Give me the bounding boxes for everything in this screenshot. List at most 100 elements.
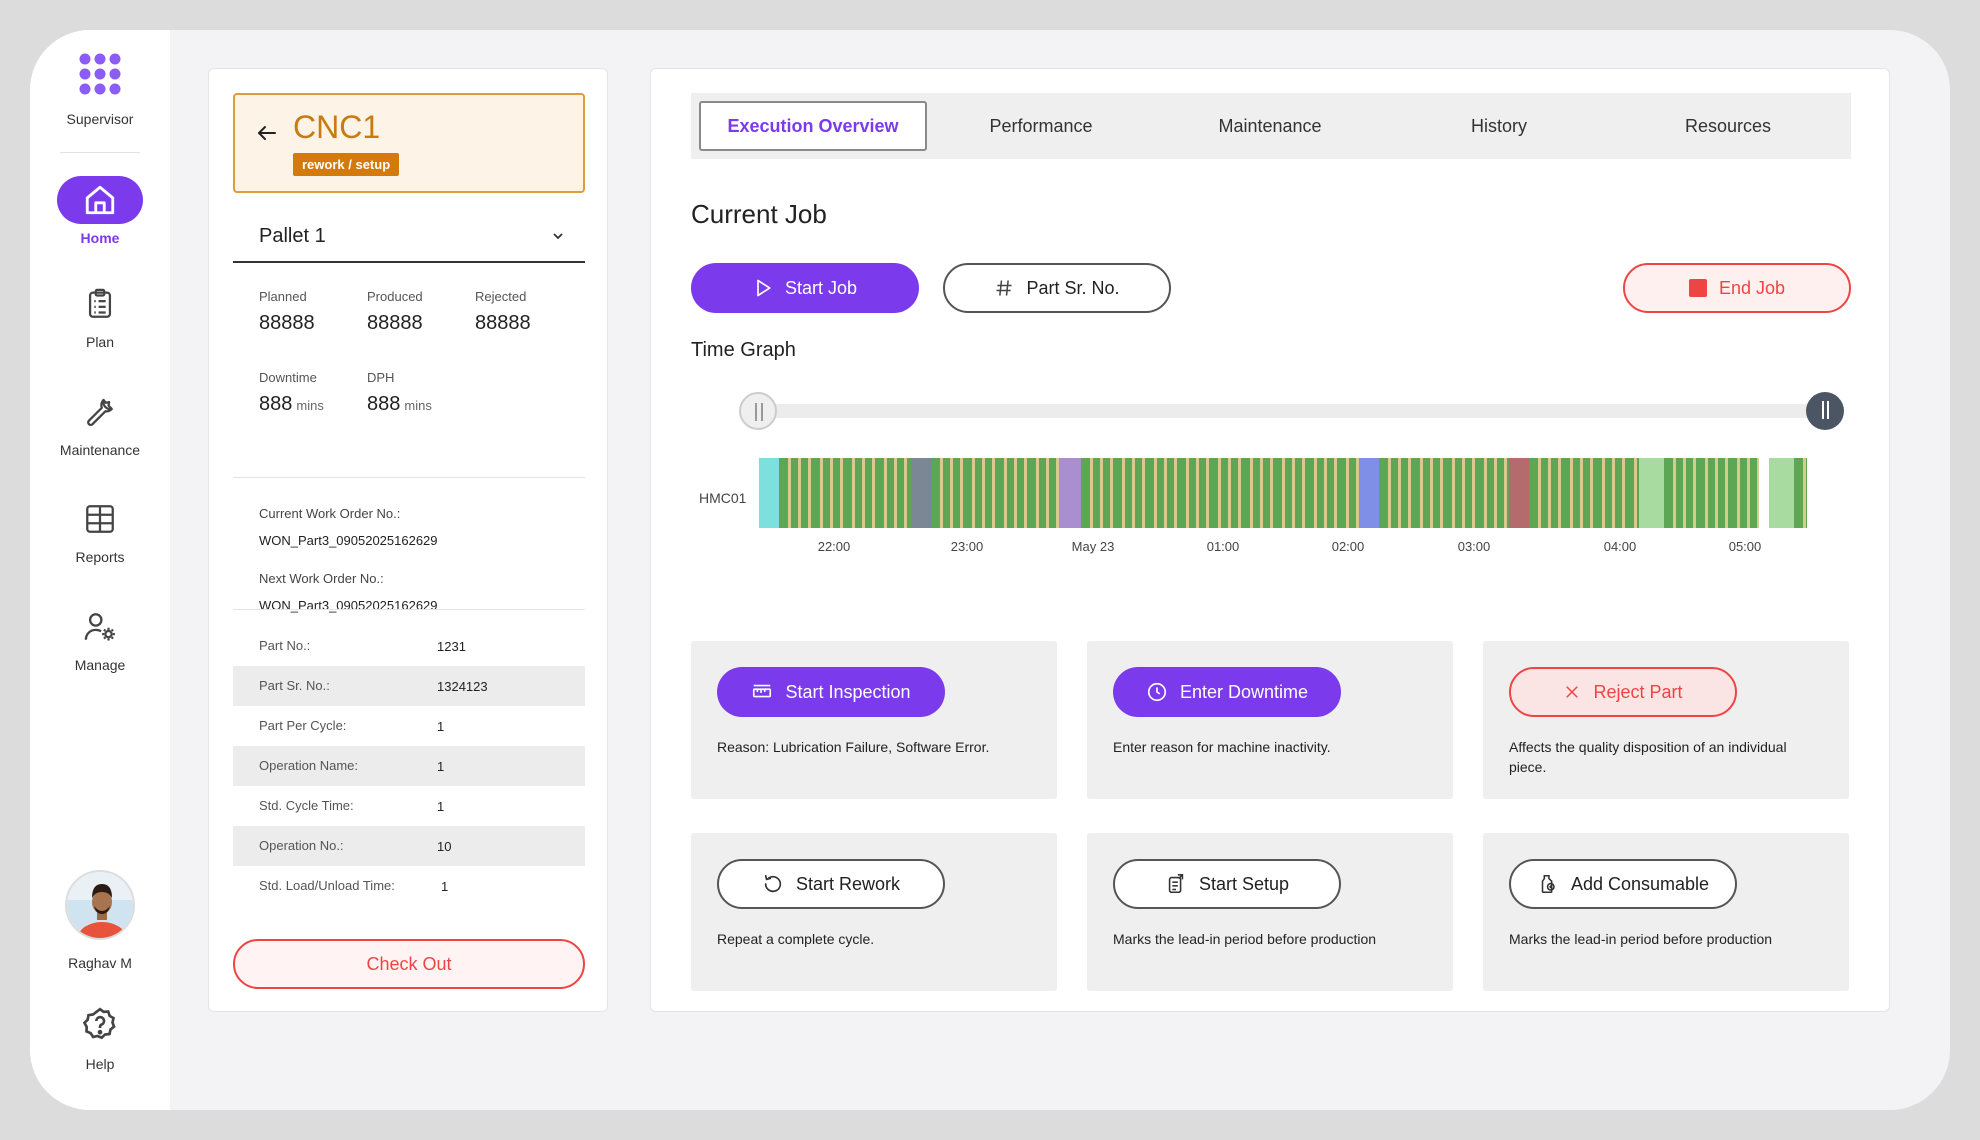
- add-consumable-button[interactable]: Add Consumable: [1509, 859, 1737, 909]
- tab-maintenance[interactable]: Maintenance: [1218, 116, 1322, 136]
- gantt-segment: [1593, 458, 1602, 528]
- card-description: Marks the lead-in period before producti…: [1509, 931, 1773, 947]
- gantt-segment: [1433, 458, 1440, 528]
- start-setup-button[interactable]: Start Setup: [1113, 859, 1341, 909]
- gantt-segment: [1452, 458, 1455, 528]
- sidebar-item-label: Reports: [75, 549, 125, 565]
- gantt-segment: [1583, 458, 1590, 528]
- enter-downtime-button[interactable]: Enter Downtime: [1113, 667, 1341, 717]
- tab-resources[interactable]: Resources: [1684, 116, 1772, 136]
- gantt-segment: [1209, 458, 1218, 528]
- gantt-segment: [1081, 458, 1090, 528]
- back-arrow-icon[interactable]: [255, 121, 279, 150]
- gantt-segment: [1093, 458, 1100, 528]
- gantt-segment: [1282, 458, 1285, 528]
- avatar[interactable]: [65, 870, 135, 940]
- machine-status-badge: rework / setup: [293, 153, 400, 176]
- gantt-segment: [1135, 458, 1142, 528]
- gantt-row-label: HMC01: [699, 490, 747, 506]
- button-label: Add Consumable: [1570, 873, 1710, 894]
- gantt-segment: [1605, 458, 1612, 528]
- gantt-segment: [985, 458, 992, 528]
- gantt-segment: [1270, 458, 1273, 528]
- end-job-button[interactable]: End Job: [1623, 263, 1851, 313]
- setup-icon: [1168, 874, 1184, 894]
- gantt-segment: [1580, 458, 1583, 528]
- gantt-segment: [1718, 458, 1725, 528]
- gantt-segment: [830, 458, 833, 528]
- stat-downtime: Downtime 888 mins: [259, 370, 324, 416]
- gantt-segment: [862, 458, 865, 528]
- grip-icon: [1822, 401, 1824, 419]
- pallet-select[interactable]: Pallet 1: [233, 211, 585, 263]
- check-out-button[interactable]: Check Out: [233, 939, 585, 989]
- brand: Supervisor: [30, 52, 170, 127]
- gantt-segment: [1725, 458, 1728, 528]
- sidebar-item-maintenance[interactable]: Maintenance: [30, 388, 170, 458]
- sidebar-item-home[interactable]: Home: [30, 176, 170, 246]
- gantt-segment: [1443, 458, 1452, 528]
- user-settings-icon: [57, 603, 143, 651]
- gantt-segment: [1391, 458, 1398, 528]
- user-profile[interactable]: Raghav M: [30, 870, 170, 971]
- card-description: Enter reason for machine inactivity.: [1113, 739, 1331, 755]
- grip-icon: [755, 403, 757, 421]
- reject-part-button[interactable]: Reject Part: [1509, 667, 1737, 717]
- gantt-segment: [791, 458, 798, 528]
- part-sr-no-button[interactable]: Part Sr. No.: [943, 263, 1171, 313]
- gantt-segment: [907, 458, 911, 528]
- gantt-segment: [1747, 458, 1750, 528]
- sidebar-item-plan[interactable]: Plan: [30, 280, 170, 350]
- gantt-segment: [1142, 458, 1145, 528]
- gantt-segment: [931, 458, 940, 528]
- gantt-segment: [1509, 458, 1529, 528]
- gantt-segment: [1759, 458, 1769, 528]
- start-rework-button[interactable]: Start Rework: [717, 859, 945, 909]
- axis-tick-label: 05:00: [1728, 539, 1762, 554]
- stat-label: Planned: [259, 289, 307, 304]
- start-job-button[interactable]: Start Job: [691, 263, 919, 313]
- slider-end-handle[interactable]: [1806, 392, 1844, 430]
- next-work-order: Next Work Order No.: WON_Part3_090520251…: [259, 571, 438, 613]
- work-order-label: Next Work Order No.:: [259, 571, 384, 586]
- gantt-segment: [1113, 458, 1122, 528]
- gantt-segment: [1737, 458, 1740, 528]
- tab-execution-overview[interactable]: Execution Overview: [699, 101, 927, 151]
- gantt-segment: [1349, 458, 1356, 528]
- axis-tick-label: 22:00: [817, 539, 851, 554]
- gantt-segment: [982, 458, 985, 528]
- gantt-segment: [1285, 458, 1292, 528]
- detail-value: 1: [437, 799, 445, 814]
- tab-history[interactable]: History: [1470, 116, 1527, 136]
- sidebar-item-label: Maintenance: [59, 442, 141, 458]
- gantt-segment: [855, 458, 862, 528]
- gantt-segment: [1664, 458, 1673, 528]
- sidebar-item-reports[interactable]: Reports: [30, 495, 170, 565]
- sidebar-item-label: Home: [80, 230, 120, 246]
- slider-start-handle[interactable]: [739, 392, 777, 430]
- detail-value: 1231: [437, 639, 466, 654]
- user-name: Raghav M: [68, 955, 132, 971]
- sidebar-item-manage[interactable]: Manage: [30, 603, 170, 673]
- hash-icon: [996, 280, 1012, 296]
- gantt-segment: [1715, 458, 1718, 528]
- gantt-segment: [894, 458, 897, 528]
- time-range-slider[interactable]: [751, 404, 1831, 418]
- part-details-table: Part No.: 1231 Part Sr. No.: 1324123 Par…: [233, 626, 585, 906]
- gantt-segment: [1228, 458, 1231, 528]
- gantt-segment: [1602, 458, 1605, 528]
- start-job-label: Start Job: [784, 277, 858, 298]
- time-graph-gantt[interactable]: [759, 458, 1831, 528]
- tab-performance[interactable]: Performance: [989, 116, 1093, 136]
- stat-label: Downtime: [259, 370, 317, 385]
- stat-dph: DPH 888 mins: [367, 370, 432, 416]
- help-button[interactable]: Help: [30, 1005, 170, 1072]
- gantt-segment: [1548, 458, 1551, 528]
- help-label: Help: [85, 1056, 115, 1072]
- gantt-segment: [1164, 458, 1167, 528]
- start-inspection-button[interactable]: Start Inspection: [717, 667, 945, 717]
- gantt-segment: [1472, 458, 1475, 528]
- gantt-segment: [1027, 458, 1036, 528]
- gantt-segment: [1241, 458, 1250, 528]
- gantt-segment: [1110, 458, 1113, 528]
